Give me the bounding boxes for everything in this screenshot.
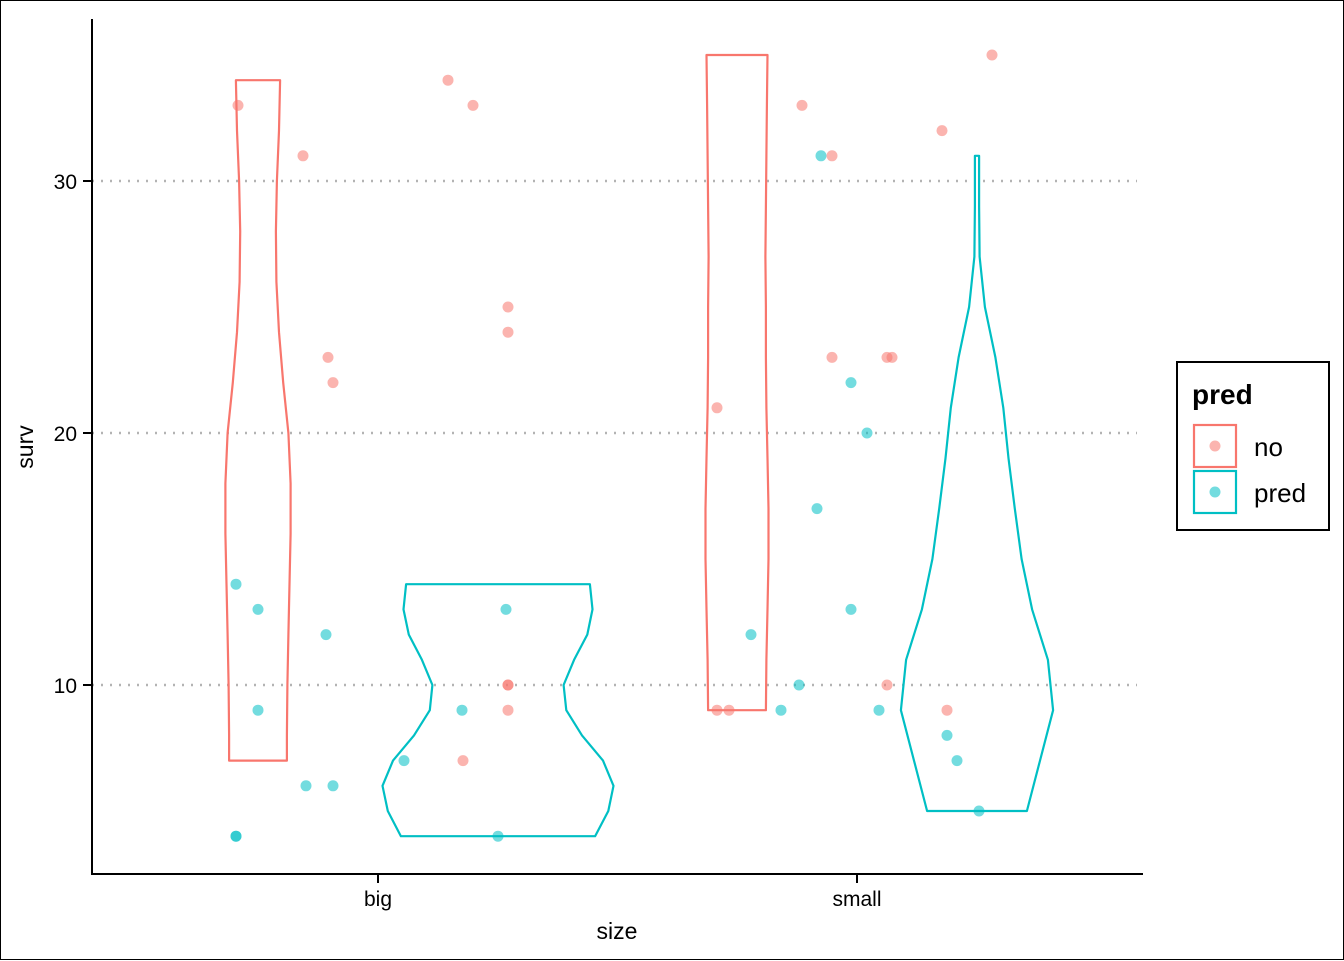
violin-pred-small (899, 154, 1055, 813)
point-pred (775, 704, 787, 716)
x-axis-title: size (597, 918, 638, 944)
point-pred (500, 603, 512, 615)
point-pred (252, 704, 264, 716)
point-no (881, 679, 893, 691)
point-pred (230, 578, 242, 590)
point-pred (951, 755, 963, 767)
point-no (711, 402, 723, 414)
point-pred (873, 704, 885, 716)
violin-no-big (224, 79, 292, 762)
point-no (796, 99, 808, 111)
point-no (457, 755, 469, 767)
point-pred (456, 704, 468, 716)
legend-key-pred (1192, 469, 1238, 515)
point-no (322, 351, 334, 363)
point-no (327, 377, 339, 389)
point-no (442, 74, 454, 86)
legend-dot-pred (1209, 486, 1221, 498)
point-pred (327, 780, 339, 792)
violin-pred-big (381, 583, 615, 838)
legend-label-no: no (1254, 432, 1283, 462)
y-axis-title: surv (12, 425, 38, 469)
y-tick-label: 30 (54, 171, 77, 194)
violin-no-small (704, 53, 770, 712)
point-no (986, 49, 998, 61)
y-tick-label: 10 (54, 675, 77, 698)
point-pred (230, 830, 242, 842)
axes: 10 20 30 big small (54, 19, 1143, 911)
point-pred (811, 503, 823, 515)
point-no (502, 301, 514, 313)
y-tick-label: 20 (54, 423, 77, 446)
x-tick-label: big (364, 888, 392, 911)
jitter-points (230, 49, 998, 842)
point-pred (320, 629, 332, 641)
point-no (297, 150, 309, 162)
point-no (886, 351, 898, 363)
point-no (826, 351, 838, 363)
point-pred (973, 805, 985, 817)
point-no (502, 704, 514, 716)
violins (224, 53, 1055, 838)
point-pred (845, 377, 857, 389)
legend-title: pred (1192, 379, 1253, 410)
x-tick-label: small (832, 888, 881, 911)
point-pred (398, 755, 410, 767)
point-no (941, 704, 953, 716)
point-pred (492, 830, 504, 842)
point-pred (300, 780, 312, 792)
legend-entries: no pred (1192, 423, 1306, 515)
point-pred (861, 427, 873, 439)
point-pred (941, 729, 953, 741)
legend-label-pred: pred (1254, 478, 1306, 508)
point-no (723, 704, 735, 716)
point-no (936, 125, 948, 137)
point-pred (815, 150, 827, 162)
point-no (232, 99, 244, 111)
point-no (467, 99, 479, 111)
point-pred (252, 603, 264, 615)
point-no (502, 679, 514, 691)
point-pred (845, 603, 857, 615)
point-no (711, 704, 723, 716)
point-no (502, 326, 514, 338)
point-pred (793, 679, 805, 691)
legend-dot-no (1209, 440, 1221, 452)
point-no (826, 150, 838, 162)
grid-lines (92, 179, 1137, 687)
point-pred (745, 629, 757, 641)
